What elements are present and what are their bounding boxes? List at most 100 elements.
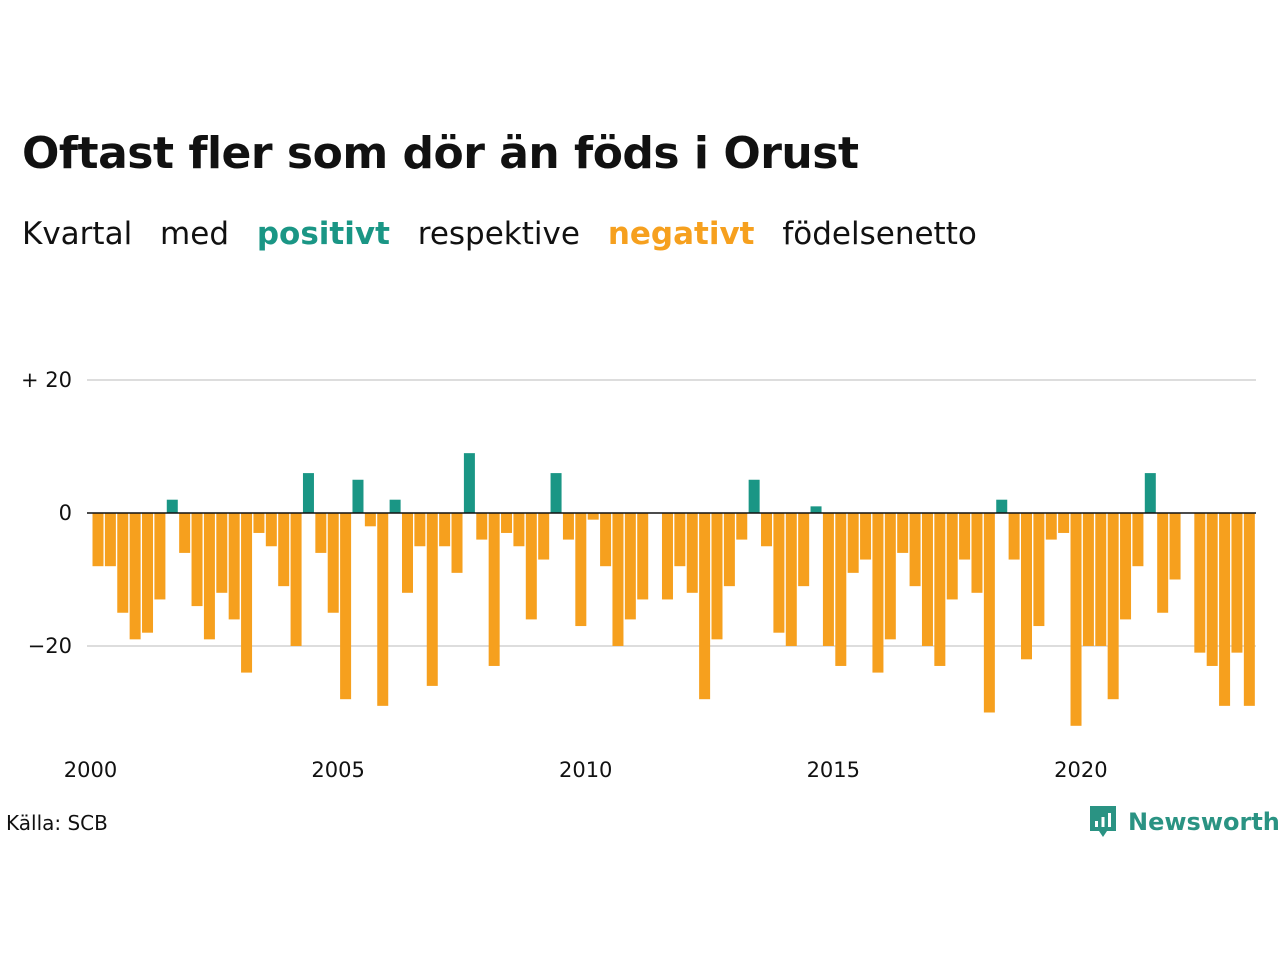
bar-negative — [934, 513, 946, 666]
bar-negative — [525, 513, 537, 620]
bar-chart: + 20 0 −20 2000 2005 2010 2015 2020 — [21, 368, 1256, 782]
bar-negative — [785, 513, 797, 646]
legend-positive: positivt — [256, 216, 390, 252]
bar-negative — [723, 513, 735, 587]
bar-negative — [315, 513, 327, 553]
bar-negative — [476, 513, 488, 540]
bar-negative — [216, 513, 228, 593]
bar-negative — [699, 513, 711, 700]
legend-negative: negativt — [607, 216, 755, 252]
bar-negative — [1219, 513, 1231, 706]
bar-negative — [414, 513, 426, 547]
bar-negative — [736, 513, 748, 540]
bar-negative — [674, 513, 686, 567]
bar-negative — [661, 513, 673, 600]
bar-negative — [946, 513, 958, 600]
bar-negative — [538, 513, 550, 560]
subtitle-word-3: respektive — [417, 216, 580, 252]
bar-negative — [959, 513, 971, 560]
bar-negative — [1095, 513, 1107, 646]
bar-positive — [550, 473, 562, 513]
chart-title: Oftast fler som dör än föds i Orust — [22, 128, 859, 179]
bar-negative — [822, 513, 834, 646]
bar-negative — [179, 513, 191, 553]
bar-positive — [996, 499, 1008, 513]
bar-negative — [1194, 513, 1206, 653]
bar-negative — [1169, 513, 1181, 580]
bar-negative — [983, 513, 995, 713]
subtitle-word-4: födelsenetto — [782, 216, 977, 252]
bar-negative — [451, 513, 463, 573]
bar-negative — [587, 513, 599, 520]
bar-positive — [352, 479, 364, 513]
bar-negative — [761, 513, 773, 547]
bar-negative — [1206, 513, 1218, 666]
bar-negative — [798, 513, 810, 587]
bar-positive — [748, 479, 760, 513]
bar-negative — [835, 513, 847, 666]
bar-negative — [265, 513, 277, 547]
bar-negative — [971, 513, 983, 593]
bar-negative — [1045, 513, 1057, 540]
y-tick-label: 0 — [59, 501, 72, 525]
subtitle-word-2: med — [160, 216, 229, 252]
subtitle-word-1: Kvartal — [22, 216, 133, 252]
bar-negative — [203, 513, 215, 640]
bar-negative — [624, 513, 636, 620]
bar-negative — [154, 513, 166, 600]
bar-negative — [278, 513, 290, 587]
bar-negative — [575, 513, 587, 627]
bar-negative — [1243, 513, 1255, 706]
bar-negative — [1231, 513, 1243, 653]
bar-negative — [377, 513, 389, 706]
bar-negative — [1033, 513, 1045, 627]
bar-negative — [402, 513, 413, 593]
x-tick-label: 2010 — [559, 758, 612, 782]
brand-logo[interactable]: Newsworthy — [1088, 804, 1280, 840]
bar-negative — [612, 513, 624, 646]
bar-negative — [773, 513, 785, 633]
gridlines — [87, 379, 1256, 647]
bar-negative — [1082, 513, 1094, 646]
bar-negative — [1157, 513, 1169, 613]
bar-negative — [1132, 513, 1144, 567]
x-tick-label: 2005 — [311, 758, 364, 782]
bar-negative — [562, 513, 574, 540]
x-tick-label: 2020 — [1054, 758, 1107, 782]
x-tick-label: 2015 — [807, 758, 860, 782]
bar-negative — [1008, 513, 1020, 560]
bar-negative — [872, 513, 884, 673]
bar-positive — [810, 506, 822, 513]
bar-negative — [1120, 513, 1132, 620]
bars — [92, 453, 1255, 726]
x-tick-label: 2000 — [64, 758, 117, 782]
bar-negative — [191, 513, 203, 607]
bar-positive — [1144, 473, 1156, 513]
bar-negative — [228, 513, 240, 620]
bar-negative — [1107, 513, 1119, 700]
bar-negative — [92, 513, 104, 567]
brand-name: Newsworthy — [1128, 808, 1280, 836]
bar-negative — [711, 513, 723, 640]
bar-negative — [1070, 513, 1082, 726]
y-tick-label: + 20 — [21, 368, 72, 392]
bar-negative — [488, 513, 500, 666]
bar-negative — [340, 513, 352, 700]
bar-negative — [241, 513, 253, 673]
bar-negative — [847, 513, 859, 573]
bar-negative — [364, 513, 376, 527]
bar-negative — [909, 513, 921, 587]
y-tick-label: −20 — [28, 634, 72, 658]
bar-negative — [1058, 513, 1070, 533]
bar-positive — [463, 453, 475, 513]
bar-negative — [426, 513, 438, 686]
bar-negative — [501, 513, 513, 533]
bar-negative — [327, 513, 339, 613]
bar-negative — [1021, 513, 1032, 660]
bar-positive — [302, 473, 314, 513]
bar-negative — [600, 513, 612, 567]
bar-negative — [290, 513, 302, 646]
newsworthy-icon — [1090, 806, 1116, 837]
axes: + 20 0 −20 2000 2005 2010 2015 2020 — [21, 368, 1256, 782]
bar-positive — [166, 499, 178, 513]
